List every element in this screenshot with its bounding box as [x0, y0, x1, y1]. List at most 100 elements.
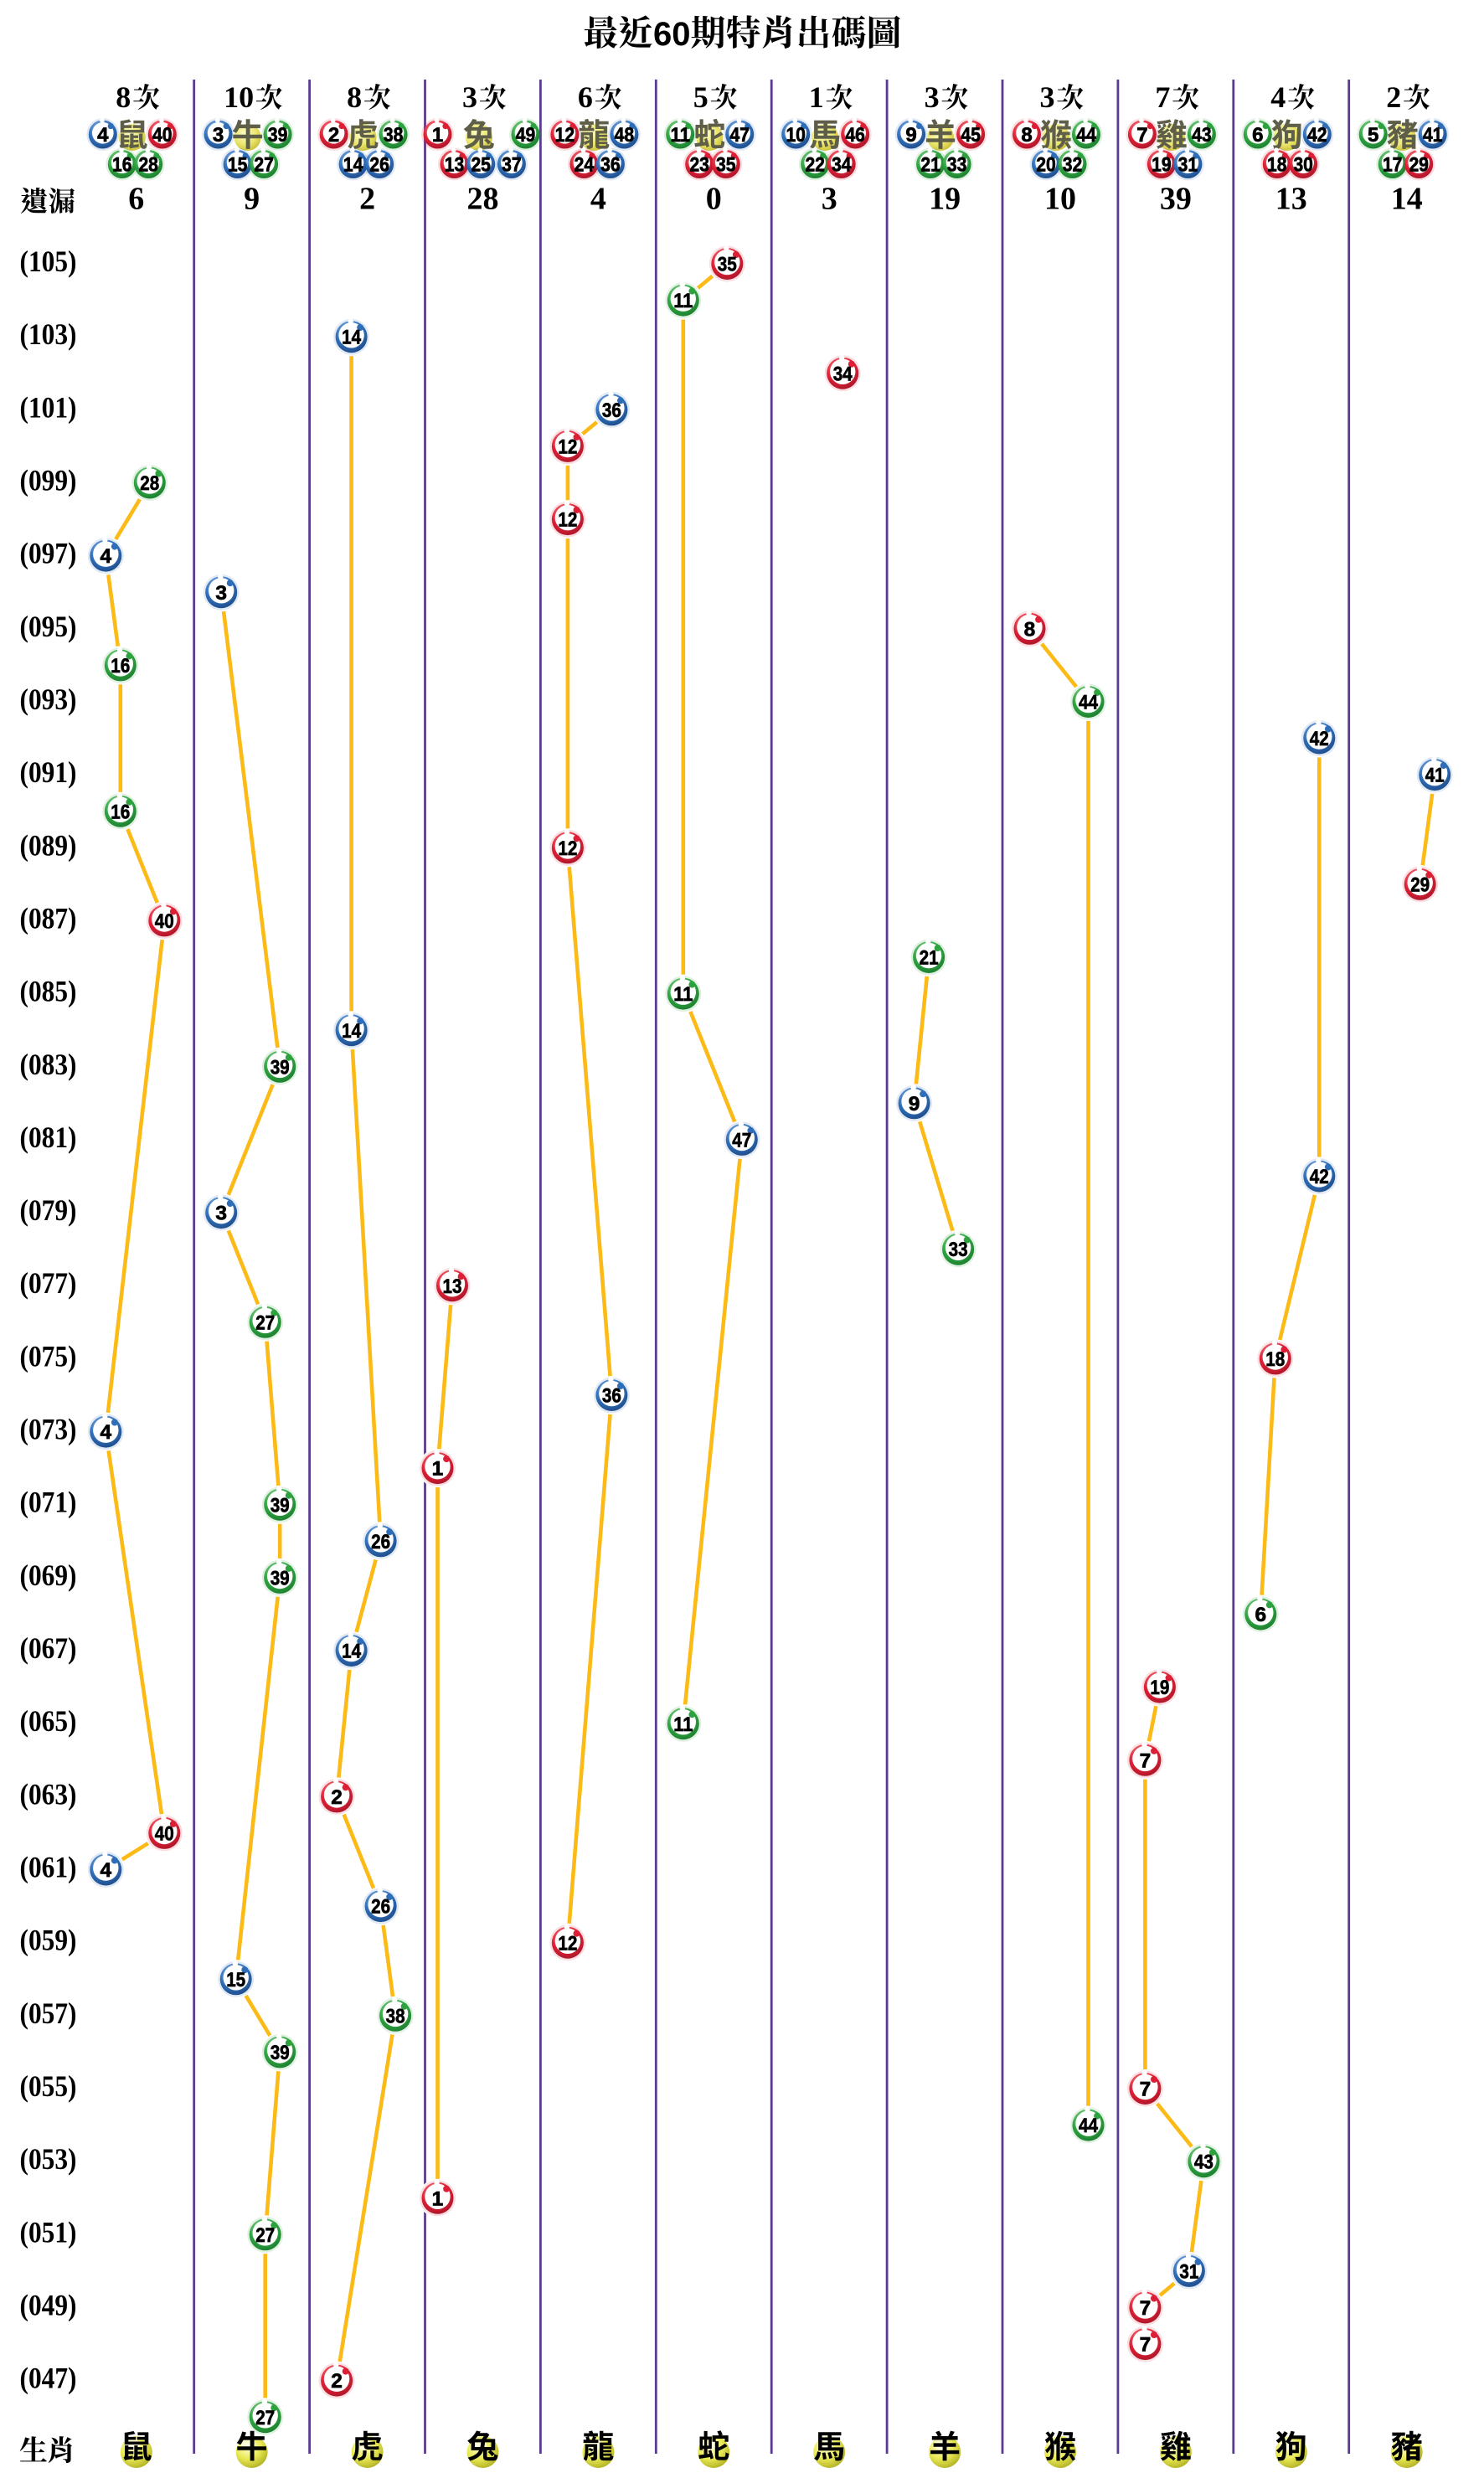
- svg-text:(105): (105): [20, 245, 77, 278]
- svg-text:9: 9: [909, 1093, 920, 1115]
- svg-text:(103): (103): [20, 317, 77, 351]
- svg-text:26: 26: [371, 1896, 390, 1919]
- svg-text:2: 2: [359, 182, 375, 217]
- svg-text:34: 34: [833, 363, 853, 385]
- svg-text:(075): (075): [20, 1339, 77, 1373]
- svg-text:26: 26: [369, 153, 389, 176]
- svg-text:3: 3: [215, 582, 227, 605]
- svg-text:14: 14: [342, 1641, 361, 1663]
- svg-text:12: 12: [558, 509, 577, 532]
- svg-text:25: 25: [471, 153, 491, 176]
- svg-text:(083): (083): [20, 1048, 77, 1081]
- svg-text:10: 10: [224, 80, 254, 114]
- svg-text:3: 3: [462, 80, 477, 114]
- svg-text:23: 23: [689, 153, 709, 176]
- svg-text:41: 41: [1425, 765, 1445, 787]
- svg-text:16: 16: [111, 801, 130, 823]
- svg-text:(091): (091): [20, 755, 77, 789]
- svg-text:4: 4: [97, 124, 109, 147]
- svg-text:44: 44: [1076, 124, 1096, 147]
- svg-text:2: 2: [331, 1786, 343, 1809]
- svg-text:31: 31: [1178, 153, 1198, 176]
- svg-text:40: 40: [152, 124, 173, 147]
- svg-text:41: 41: [1423, 124, 1443, 147]
- svg-text:4: 4: [590, 182, 606, 217]
- svg-text:6: 6: [128, 182, 144, 217]
- svg-text:3: 3: [925, 80, 940, 114]
- svg-text:14: 14: [1391, 182, 1423, 217]
- svg-text:(061): (061): [20, 1851, 77, 1884]
- svg-text:1: 1: [432, 2187, 444, 2210]
- svg-text:(097): (097): [20, 537, 77, 570]
- svg-text:12: 12: [558, 1932, 577, 1955]
- svg-text:(077): (077): [20, 1266, 77, 1300]
- svg-text:6: 6: [578, 80, 593, 114]
- svg-text:4: 4: [100, 545, 111, 568]
- svg-text:3: 3: [215, 1203, 227, 1225]
- svg-text:14: 14: [342, 327, 361, 349]
- svg-text:3: 3: [213, 124, 224, 147]
- svg-text:5: 5: [693, 80, 709, 114]
- svg-text:7: 7: [1136, 124, 1147, 147]
- svg-text:(063): (063): [20, 1777, 77, 1811]
- svg-text:6: 6: [1255, 1604, 1266, 1626]
- svg-text:8: 8: [1021, 124, 1032, 147]
- svg-text:(069): (069): [20, 1559, 77, 1592]
- svg-text:10: 10: [1044, 182, 1076, 217]
- svg-text:9: 9: [905, 124, 916, 147]
- svg-text:19: 19: [1150, 1677, 1169, 1699]
- svg-text:27: 27: [255, 1311, 275, 1334]
- svg-text:12: 12: [555, 124, 575, 147]
- svg-text:33: 33: [947, 153, 967, 176]
- svg-text:19: 19: [929, 182, 961, 217]
- svg-text:39: 39: [271, 1494, 290, 1517]
- svg-text:28: 28: [140, 472, 159, 495]
- svg-text:42: 42: [1310, 728, 1329, 750]
- svg-text:17: 17: [1383, 153, 1403, 176]
- svg-text:40: 40: [155, 910, 174, 933]
- svg-text:13: 13: [1275, 182, 1307, 217]
- svg-text:0: 0: [706, 182, 722, 217]
- svg-text:(095): (095): [20, 610, 77, 643]
- svg-text:35: 35: [716, 153, 736, 176]
- svg-text:21: 21: [920, 153, 940, 176]
- svg-text:27: 27: [255, 2407, 275, 2429]
- svg-text:5: 5: [1368, 124, 1378, 147]
- svg-text:34: 34: [832, 153, 852, 176]
- svg-text:22: 22: [805, 153, 825, 176]
- svg-text:15: 15: [226, 1969, 245, 1991]
- svg-text:6: 6: [1252, 124, 1263, 147]
- svg-text:29: 29: [1410, 873, 1430, 896]
- svg-text:28: 28: [138, 153, 158, 176]
- svg-text:7: 7: [1140, 2334, 1152, 2357]
- svg-text:(051): (051): [20, 2215, 77, 2249]
- svg-text:32: 32: [1063, 153, 1083, 176]
- svg-text:8: 8: [347, 80, 362, 114]
- svg-text:13: 13: [445, 153, 465, 176]
- svg-text:24: 24: [575, 153, 595, 176]
- svg-text:47: 47: [729, 124, 750, 147]
- svg-text:(049): (049): [20, 2289, 77, 2322]
- svg-text:38: 38: [386, 2005, 405, 2027]
- svg-text:27: 27: [255, 2224, 275, 2247]
- svg-text:(079): (079): [20, 1193, 77, 1227]
- svg-text:1: 1: [809, 80, 824, 114]
- svg-text:(101): (101): [20, 390, 77, 424]
- svg-text:2: 2: [328, 124, 339, 147]
- svg-text:10: 10: [786, 124, 806, 147]
- svg-text:33: 33: [949, 1239, 968, 1261]
- svg-text:3: 3: [1040, 80, 1055, 114]
- svg-text:15: 15: [228, 153, 248, 176]
- svg-text:12: 12: [558, 837, 577, 860]
- svg-text:2: 2: [331, 2370, 343, 2393]
- svg-text:21: 21: [920, 947, 939, 970]
- svg-text:11: 11: [673, 290, 693, 312]
- svg-text:1: 1: [432, 1458, 444, 1481]
- svg-text:(059): (059): [20, 1924, 77, 1957]
- svg-text:18: 18: [1265, 1348, 1285, 1371]
- svg-text:39: 39: [1160, 182, 1192, 217]
- svg-text:36: 36: [602, 399, 621, 422]
- svg-text:38: 38: [384, 124, 404, 147]
- svg-text:4: 4: [1270, 80, 1286, 114]
- svg-text:7: 7: [1140, 2297, 1152, 2320]
